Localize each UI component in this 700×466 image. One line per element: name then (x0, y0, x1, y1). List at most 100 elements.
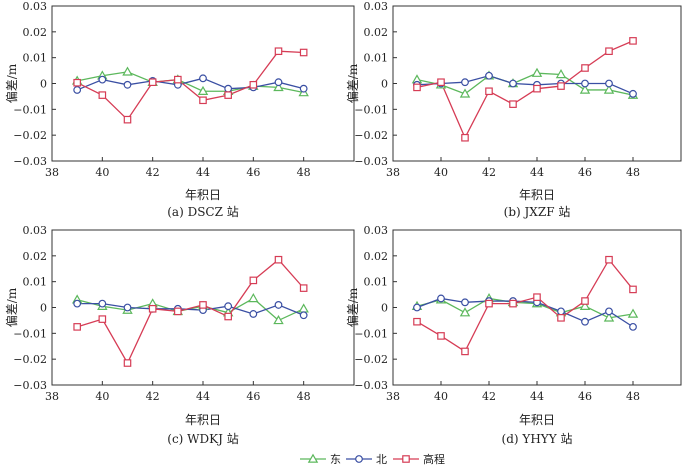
legend: 东 北 高程 (300, 452, 445, 466)
x-tick-label: 44 (196, 390, 210, 403)
data-point-east (298, 303, 309, 313)
x-tick-label: 42 (482, 166, 496, 179)
series-line-north (77, 302, 304, 316)
data-point-height (224, 91, 232, 99)
legend-marker-triangle-icon (307, 453, 319, 463)
x-tick-label: 48 (626, 166, 640, 179)
series-line-east (416, 72, 634, 96)
data-point-height (605, 255, 613, 264)
y-tick-label: 0.01 (23, 52, 48, 65)
y-axis-label: 偏差/m (4, 287, 19, 327)
data-point-height (98, 315, 107, 323)
y-tick-label: 0.01 (23, 276, 48, 289)
data-point-height (299, 48, 308, 57)
data-point-height (557, 314, 565, 322)
y-tick-label: −0.01 (354, 327, 388, 340)
data-point-north (629, 89, 637, 98)
data-point-height (249, 80, 258, 89)
chart-panel-3: −0.03 −0.02 −0.01 0 0.01 0.02 0.03 38 40 42 44 46 48… (4, 224, 355, 446)
data-point-north (413, 303, 421, 312)
y-tick-label: −0.02 (354, 353, 388, 366)
x-tick-label: 44 (196, 166, 210, 179)
x-tick-label: 46 (246, 390, 260, 403)
data-point-height (557, 82, 565, 90)
data-point-height (605, 47, 613, 56)
y-axis-label: 偏差/m (345, 287, 360, 327)
x-tick-label: 42 (146, 390, 160, 403)
y-tick-label: −0.02 (354, 129, 388, 142)
data-point-north (299, 84, 308, 93)
data-point-east (579, 300, 591, 310)
legend-marker-circle-icon (355, 455, 363, 463)
data-point-north (605, 79, 613, 88)
data-point-height (437, 78, 445, 87)
y-tick-label: −0.03 (13, 379, 47, 392)
data-point-north (299, 311, 308, 320)
y-tick-label: 0.01 (364, 52, 389, 65)
y-tick-label: −0.02 (13, 353, 47, 366)
data-point-north (461, 78, 469, 87)
x-tick-label: 44 (530, 166, 544, 179)
data-point-height (148, 78, 157, 87)
data-point-east (531, 67, 543, 77)
plot-frame (51, 5, 355, 162)
panel-caption: (d) YHYY 站 (502, 432, 573, 446)
chart-panel-4: −0.03 −0.02 −0.01 0 0.01 0.02 0.03 38 40 42 44 46 48… (345, 224, 682, 446)
data-point-north (274, 78, 283, 87)
data-point-east (459, 88, 471, 98)
data-point-height (123, 115, 132, 124)
data-point-north (224, 302, 233, 311)
x-tick-label: 40 (434, 166, 448, 179)
y-tick-label: −0.03 (354, 379, 388, 392)
series-line-height (76, 50, 304, 121)
data-point-height (533, 293, 541, 301)
data-point-north (605, 307, 613, 316)
x-axis-label: 年积日 (519, 188, 555, 202)
data-point-height (509, 100, 517, 108)
data-point-north (249, 310, 258, 318)
data-point-north (73, 299, 82, 308)
data-point-height (199, 96, 207, 105)
legend-label: 北 (376, 453, 387, 466)
y-tick-label: 0.03 (23, 0, 48, 13)
data-point-north (581, 79, 589, 88)
data-point-north (461, 298, 469, 307)
data-point-height (174, 307, 182, 316)
plot-frame (392, 229, 682, 386)
data-point-height (274, 47, 283, 56)
data-point-east (555, 69, 567, 79)
data-point-height (581, 297, 589, 305)
data-point-east (459, 307, 471, 317)
y-tick-label: −0.02 (13, 129, 47, 142)
y-tick-label: −0.01 (13, 327, 47, 340)
data-point-north (557, 307, 565, 316)
series-line-north (76, 77, 304, 91)
y-tick-label: 0.03 (364, 224, 389, 237)
data-point-east (273, 81, 284, 92)
chart-panel-2: −0.03 −0.02 −0.01 0 0.01 0.02 0.03 38 40 42 44 46 48… (345, 0, 682, 219)
x-tick-label: 44 (530, 390, 544, 403)
x-axis-label: 年积日 (185, 413, 221, 427)
data-point-east (273, 315, 284, 325)
data-point-east (627, 308, 639, 318)
series-line-height (416, 40, 634, 140)
data-point-height (199, 301, 207, 309)
data-point-height (437, 332, 445, 340)
data-point-north (485, 71, 493, 80)
y-tick-label: 0 (381, 78, 388, 91)
data-point-north (98, 75, 107, 84)
x-tick-label: 38 (386, 166, 400, 179)
x-tick-label: 40 (95, 390, 109, 403)
data-point-height (98, 91, 107, 99)
x-axis-label: 年积日 (185, 188, 221, 202)
data-point-north (581, 317, 589, 326)
legend-item: 东 (300, 453, 341, 466)
y-axis-label: 偏差/m (345, 63, 360, 103)
x-tick-label: 42 (482, 390, 496, 403)
data-point-north (123, 303, 132, 312)
y-tick-label: 0 (40, 78, 47, 91)
data-point-height (224, 312, 232, 321)
data-point-height (413, 83, 421, 92)
data-point-east (603, 84, 615, 94)
data-point-north (199, 74, 207, 83)
